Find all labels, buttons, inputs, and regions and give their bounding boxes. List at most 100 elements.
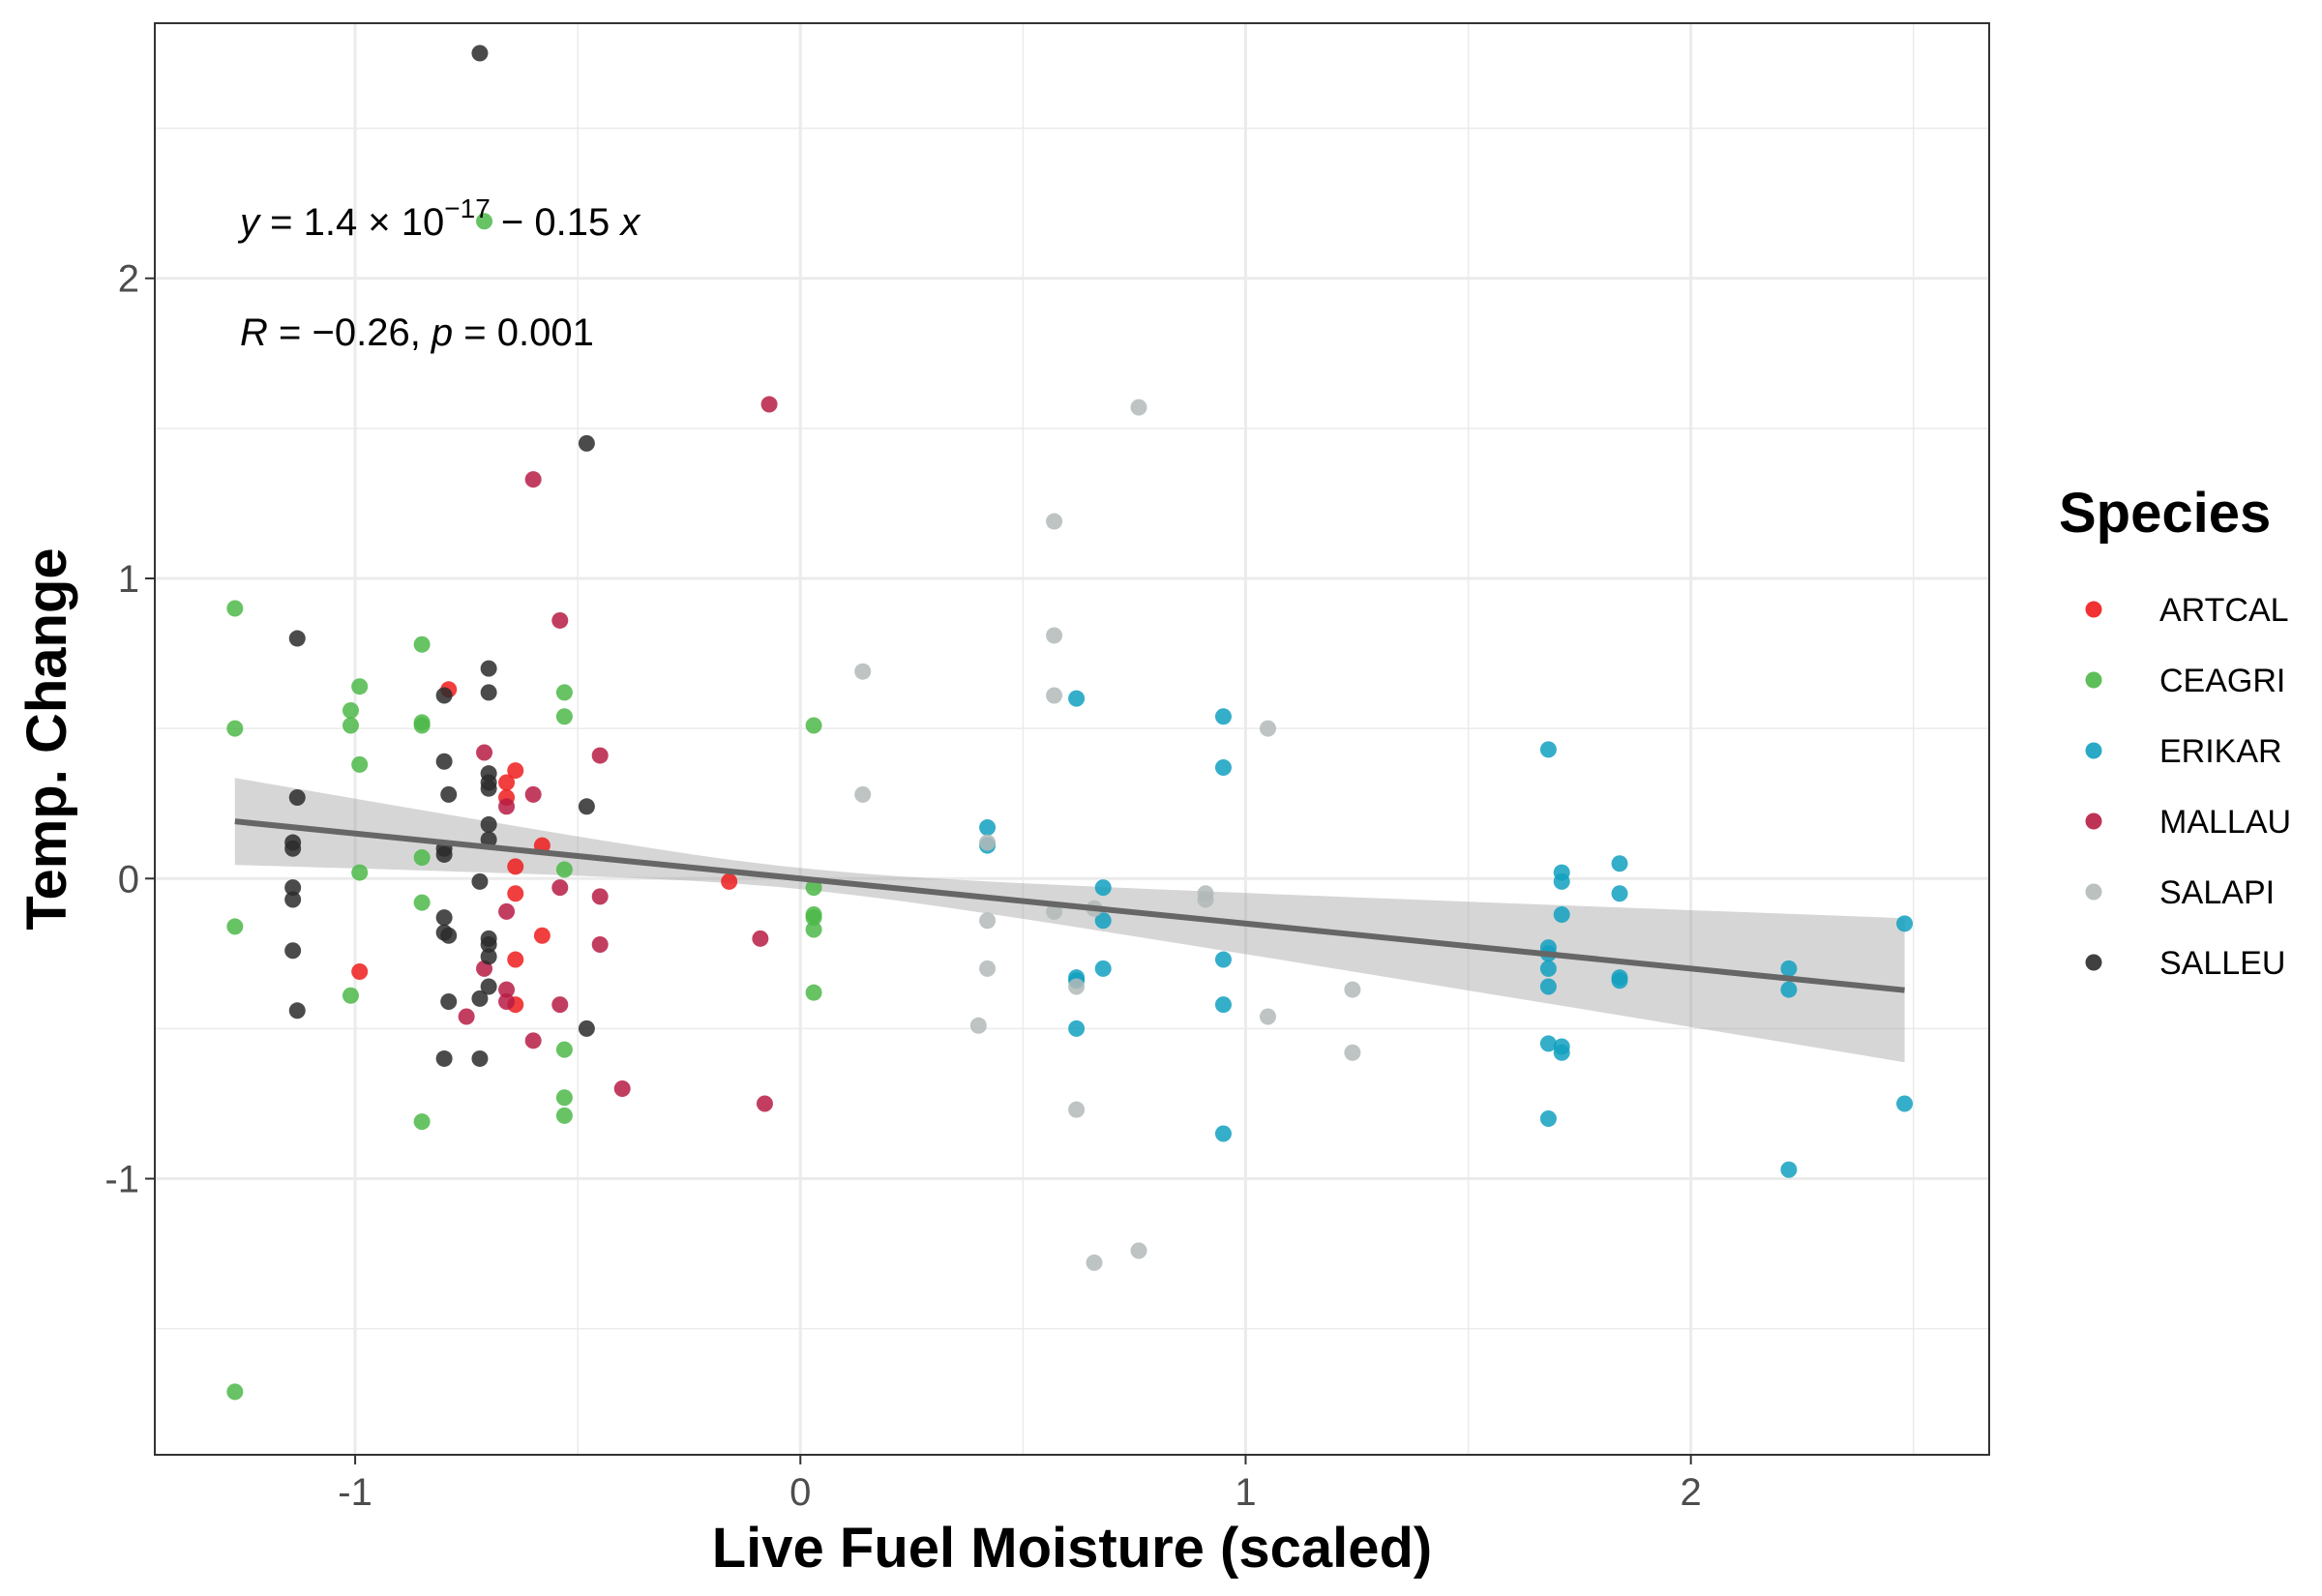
data-point [507, 951, 524, 968]
legend-title: Species [2059, 482, 2271, 545]
data-point [1068, 1101, 1086, 1118]
data-point [476, 744, 493, 761]
legend-label: MALLAU [2159, 804, 2291, 841]
data-point [1896, 915, 1914, 932]
data-point [555, 1089, 573, 1107]
data-point [854, 785, 872, 803]
data-point [480, 780, 497, 797]
data-point [1130, 399, 1147, 416]
y-axis-ticks: -1 0 1 2 [104, 258, 155, 1201]
x-tick-label: 0 [789, 1471, 811, 1514]
data-point [413, 635, 431, 653]
legend-key [2085, 671, 2102, 689]
data-point [555, 708, 573, 725]
data-point [288, 630, 306, 647]
data-point [351, 962, 369, 980]
data-point [805, 909, 822, 927]
data-point [288, 789, 306, 807]
data-point [555, 684, 573, 701]
legend-items: ARTCAL CEAGRI ERIKAR MALLAU SALAPI SALLEU [2085, 592, 2291, 982]
data-point [498, 981, 516, 998]
legend-key [2085, 601, 2102, 618]
data-point [480, 831, 497, 848]
data-point [1068, 978, 1086, 995]
series-mallau [458, 396, 778, 1112]
data-point [440, 927, 458, 944]
data-point [1068, 1020, 1086, 1037]
data-point [1780, 960, 1798, 977]
x-tick-label: 2 [1681, 1471, 1702, 1514]
data-point [435, 1049, 453, 1067]
data-point [498, 902, 516, 920]
data-point [1611, 855, 1628, 872]
data-point [969, 1017, 987, 1034]
data-point [1539, 741, 1557, 758]
data-point [498, 798, 516, 815]
equation-exponent: −17 [444, 193, 491, 223]
data-point [351, 864, 369, 881]
data-point [284, 879, 302, 897]
y-tick-label: 0 [118, 858, 139, 901]
legend-item-artcal: ARTCAL [2085, 592, 2289, 629]
data-point [413, 1113, 431, 1131]
x-axis-ticks: -1 0 1 2 [338, 1455, 1702, 1514]
data-point [226, 720, 244, 737]
data-point [1259, 1008, 1276, 1025]
equation-slope: − 0.15 [491, 201, 621, 244]
data-point [471, 44, 489, 62]
data-point [226, 600, 244, 617]
legend-key [2085, 883, 2102, 901]
panel-border [154, 22, 1990, 1456]
data-point [498, 992, 516, 1010]
data-point [752, 930, 769, 947]
data-point [413, 894, 431, 911]
stats-r-value: = −0.26, [268, 311, 432, 354]
data-point [1068, 690, 1086, 707]
data-point [1086, 1254, 1103, 1271]
data-point [979, 960, 997, 977]
data-point [756, 1095, 773, 1112]
data-point [1539, 1035, 1557, 1052]
data-point [979, 912, 997, 930]
data-point [284, 942, 302, 960]
data-point [1046, 687, 1063, 704]
legend-key [2085, 954, 2102, 971]
data-point [480, 660, 497, 677]
regression-line-group [234, 818, 1905, 993]
data-point [551, 879, 569, 897]
data-point [1611, 885, 1628, 902]
data-point [760, 396, 778, 413]
data-point [854, 663, 872, 680]
data-point [613, 1079, 631, 1097]
data-point [351, 755, 369, 773]
series-ceagri [226, 213, 822, 1401]
data-point [480, 978, 497, 995]
legend-label: SALAPI [2159, 874, 2275, 911]
data-point [524, 471, 542, 488]
equation-y-symbol: y [237, 201, 262, 244]
data-point [1259, 720, 1276, 737]
regression-stats: R = −0.26, p = 0.001 [240, 311, 594, 354]
legend-label: ARTCAL [2159, 592, 2289, 629]
data-point [555, 1041, 573, 1058]
data-point [480, 948, 497, 965]
data-point [1553, 872, 1570, 890]
data-point [435, 753, 453, 770]
data-point [578, 1020, 595, 1037]
data-point [480, 936, 497, 954]
data-point [435, 845, 453, 863]
stats-p-symbol: p [431, 311, 453, 354]
panel-background [155, 23, 1989, 1455]
data-point [578, 798, 595, 815]
data-point [1214, 1125, 1232, 1142]
data-point [1214, 996, 1232, 1014]
data-point [342, 702, 359, 720]
data-point [471, 1049, 489, 1067]
data-point [805, 921, 822, 938]
legend-item-mallau: MALLAU [2085, 804, 2291, 841]
data-point [498, 774, 516, 791]
data-point [1344, 981, 1361, 998]
data-point [226, 1383, 244, 1401]
series-salapi [854, 399, 1361, 1271]
data-point [1611, 972, 1628, 990]
